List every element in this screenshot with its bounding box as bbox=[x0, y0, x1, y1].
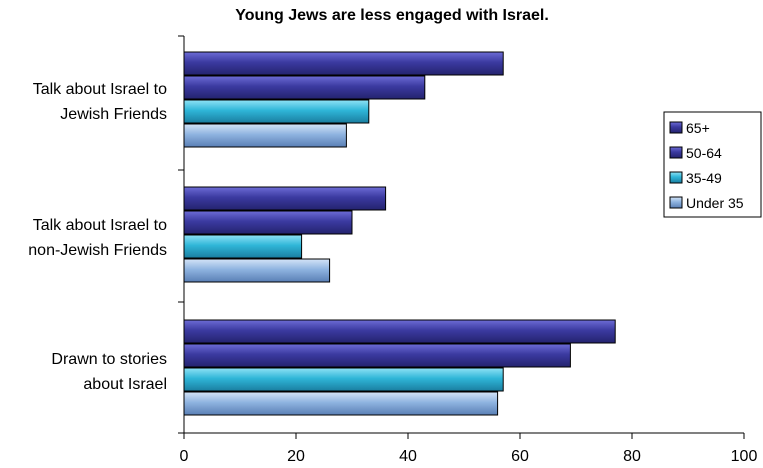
bars-group bbox=[183, 51, 616, 416]
legend-label-1: 50-64 bbox=[686, 145, 722, 161]
bar-1-0 bbox=[183, 186, 387, 211]
x-tick-label-0: 0 bbox=[180, 448, 189, 465]
bar-0-1 bbox=[183, 75, 426, 100]
bar-1-3 bbox=[183, 258, 331, 283]
x-tick-label-4: 80 bbox=[623, 448, 641, 465]
bar-2-3 bbox=[183, 391, 499, 416]
category-labels: Talk about Israel to Jewish Friends Talk a… bbox=[28, 81, 167, 393]
bar-2-0 bbox=[183, 319, 616, 344]
x-tick-label-5: 100 bbox=[731, 448, 758, 465]
legend-swatch-3 bbox=[669, 196, 683, 209]
bar-0-2 bbox=[183, 99, 370, 124]
legend-swatch-2 bbox=[669, 171, 683, 184]
category-label-2: Drawn to stories about Israel bbox=[51, 351, 167, 393]
legend-swatch-0 bbox=[669, 121, 683, 134]
legend-label-0: 65+ bbox=[686, 120, 710, 136]
category-label-1: Talk about Israel to non-Jewish Friends bbox=[28, 217, 167, 259]
bar-0-3 bbox=[183, 123, 347, 148]
bar-2-1 bbox=[183, 343, 571, 368]
chart-title: Young Jews are less engaged with Israel. bbox=[235, 7, 549, 24]
x-tick-label-3: 60 bbox=[511, 448, 529, 465]
x-tick-label-2: 40 bbox=[399, 448, 417, 465]
legend: 65+ 50-64 35-49 Under 35 bbox=[663, 111, 762, 218]
bar-1-2 bbox=[183, 234, 303, 259]
bar-0-0 bbox=[183, 51, 504, 76]
legend-label-3: Under 35 bbox=[686, 195, 744, 211]
bar-2-2 bbox=[183, 367, 504, 392]
legend-label-2: 35-49 bbox=[686, 170, 722, 186]
legend-swatch-1 bbox=[669, 146, 683, 159]
axes-group: 0 20 40 60 80 100 bbox=[178, 35, 758, 465]
x-tick-label-1: 20 bbox=[287, 448, 305, 465]
bar-1-1 bbox=[183, 210, 353, 235]
category-label-0: Talk about Israel to Jewish Friends bbox=[33, 81, 167, 123]
